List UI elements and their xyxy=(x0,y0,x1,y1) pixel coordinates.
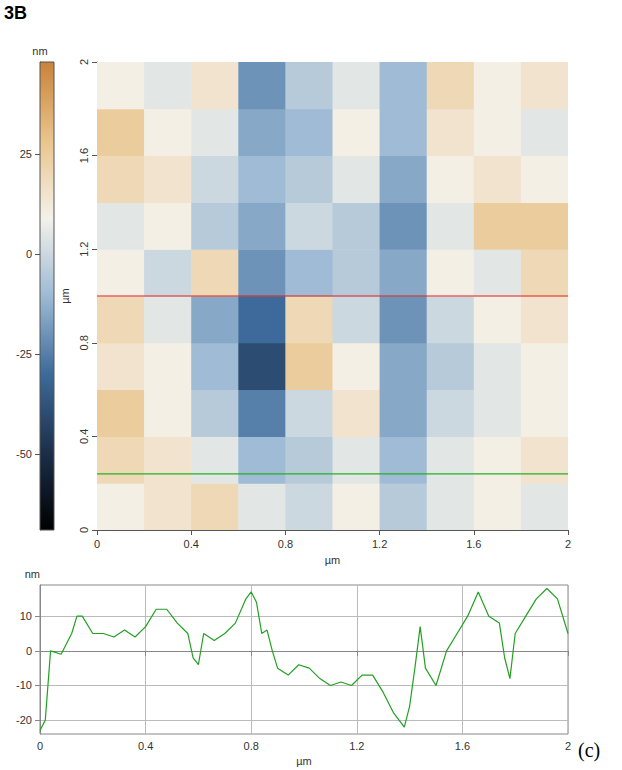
svg-text:nm: nm xyxy=(32,45,47,57)
svg-text:µm: µm xyxy=(296,755,312,767)
svg-text:1.6: 1.6 xyxy=(466,538,481,550)
svg-text:0.4: 0.4 xyxy=(184,538,199,550)
svg-text:2: 2 xyxy=(565,538,571,550)
svg-text:0.4: 0.4 xyxy=(138,740,153,752)
svg-text:0.8: 0.8 xyxy=(78,335,90,350)
svg-text:-20: -20 xyxy=(16,714,32,726)
svg-text:10: 10 xyxy=(20,610,32,622)
svg-text:0: 0 xyxy=(26,248,32,260)
svg-text:0: 0 xyxy=(37,740,43,752)
svg-text:0.4: 0.4 xyxy=(78,429,90,444)
svg-text:nm: nm xyxy=(25,568,40,580)
svg-text:µm: µm xyxy=(59,288,71,304)
svg-text:3B: 3B xyxy=(4,3,27,23)
svg-text:1.2: 1.2 xyxy=(372,538,387,550)
svg-text:1.2: 1.2 xyxy=(78,242,90,257)
svg-text:-25: -25 xyxy=(16,348,32,360)
svg-text:1.2: 1.2 xyxy=(349,740,364,752)
svg-text:µm: µm xyxy=(325,554,341,566)
svg-text:-50: -50 xyxy=(16,448,32,460)
svg-text:0: 0 xyxy=(78,527,90,533)
svg-text:25: 25 xyxy=(20,148,32,160)
svg-text:0.8: 0.8 xyxy=(278,538,293,550)
svg-text:0.8: 0.8 xyxy=(244,740,259,752)
svg-text:2: 2 xyxy=(565,740,571,752)
svg-text:0: 0 xyxy=(94,538,100,550)
svg-text:-10: -10 xyxy=(16,679,32,691)
svg-text:(c): (c) xyxy=(578,739,600,762)
svg-text:1.6: 1.6 xyxy=(78,148,90,163)
svg-text:2: 2 xyxy=(78,59,90,65)
svg-text:0: 0 xyxy=(26,645,32,657)
svg-text:1.6: 1.6 xyxy=(455,740,470,752)
